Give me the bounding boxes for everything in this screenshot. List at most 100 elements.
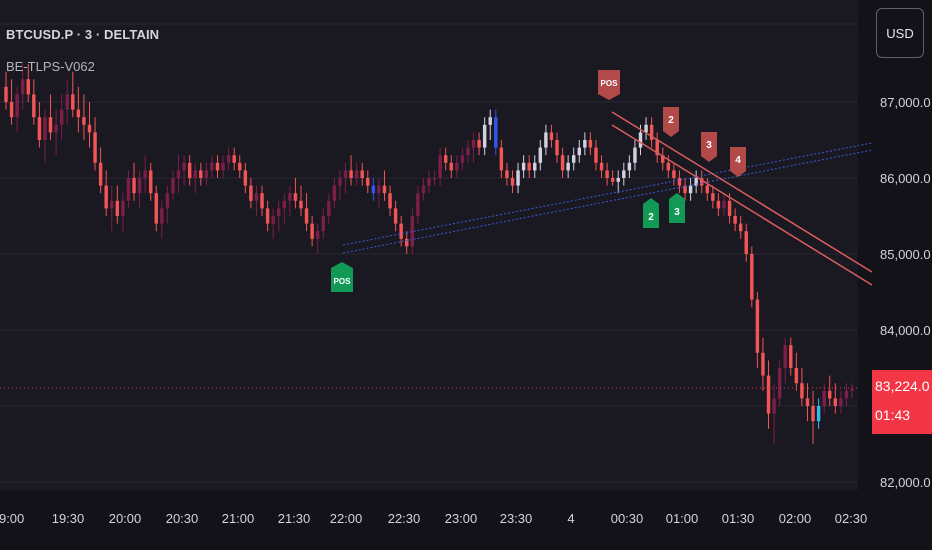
candle <box>794 368 799 384</box>
candle <box>132 178 136 194</box>
signal-marker-label: 3 <box>706 140 712 151</box>
candle <box>193 170 197 178</box>
x-tick-label: 19:00 <box>0 511 24 526</box>
candle <box>171 178 175 194</box>
candle <box>661 155 665 163</box>
signal-marker-shape <box>701 132 717 162</box>
candle <box>677 178 682 186</box>
sell-signal-marker[interactable]: 2 <box>663 107 679 137</box>
candle <box>37 117 42 140</box>
candle <box>527 162 531 171</box>
candle <box>338 178 342 186</box>
currency-button[interactable]: USD <box>876 8 924 58</box>
candle <box>343 170 348 178</box>
candle <box>154 193 159 224</box>
candle <box>115 200 120 216</box>
candle <box>538 147 543 163</box>
signal-marker-shape <box>730 147 746 177</box>
candle <box>699 178 704 186</box>
candle <box>610 178 615 182</box>
candle <box>32 94 36 118</box>
candle <box>777 368 782 399</box>
candle <box>421 185 426 194</box>
candle <box>828 390 832 399</box>
candle <box>349 170 353 178</box>
candle <box>260 193 264 209</box>
candle <box>443 155 448 163</box>
signal-marker-label: 3 <box>674 207 680 218</box>
candle <box>126 178 131 201</box>
signal-marker-label: 2 <box>648 212 654 223</box>
candle <box>599 162 604 171</box>
candle <box>755 299 760 353</box>
candle <box>822 390 826 406</box>
candle <box>399 223 403 239</box>
candle <box>199 170 203 178</box>
current-price-value: 83,224.0 <box>875 378 930 394</box>
candle <box>276 208 281 216</box>
candle <box>382 185 387 194</box>
candle <box>204 170 209 178</box>
candle <box>321 216 325 232</box>
x-tick-label: 02:00 <box>779 511 812 526</box>
sell-signal-marker[interactable]: 3 <box>701 132 717 162</box>
candle <box>571 155 576 163</box>
candle <box>761 352 765 376</box>
indicator-label[interactable]: BE-TLPS-V062 <box>6 59 95 74</box>
candle <box>98 162 103 186</box>
x-tick-label: 21:30 <box>278 511 311 526</box>
y-tick-label: 87,000.0 <box>880 95 931 110</box>
candle <box>438 155 442 178</box>
candle <box>844 390 849 399</box>
candle <box>816 406 821 422</box>
time-axis-background <box>0 490 858 550</box>
candle <box>666 162 671 171</box>
candle <box>744 231 748 254</box>
signal-marker-label: POS <box>334 277 352 286</box>
candle <box>533 162 537 171</box>
candle <box>43 117 47 140</box>
candle <box>148 170 153 194</box>
candle <box>811 406 815 422</box>
candle <box>544 132 548 148</box>
y-tick-label: 84,000.0 <box>880 323 931 338</box>
signal-marker-label: 2 <box>668 115 674 126</box>
resistance-trendline <box>611 111 873 273</box>
candle <box>505 170 509 178</box>
candle <box>549 132 554 140</box>
candle <box>460 155 465 163</box>
candle <box>143 170 147 178</box>
signal-marker-shape <box>331 262 353 292</box>
buy-signal-marker[interactable]: POS <box>331 262 353 292</box>
candle <box>449 162 453 171</box>
candle <box>76 109 81 118</box>
signal-marker-shape <box>669 193 685 223</box>
candle <box>9 102 14 118</box>
candle <box>304 208 309 224</box>
symbol-title[interactable]: BTCUSD.P · 3 · DELTAIN <box>6 27 160 42</box>
sell-signal-marker[interactable]: POS <box>598 70 620 100</box>
candle <box>232 155 236 163</box>
buy-signal-marker[interactable]: 3 <box>669 193 685 223</box>
candle <box>377 185 381 194</box>
candle <box>577 147 582 156</box>
candle <box>766 375 771 414</box>
candle <box>210 162 214 171</box>
candle <box>510 178 515 186</box>
candle <box>282 200 287 209</box>
candle <box>477 140 481 148</box>
support-trendline <box>342 142 873 246</box>
candle <box>800 383 804 399</box>
candle <box>20 79 25 95</box>
buy-signal-marker[interactable]: 2 <box>643 198 659 228</box>
candle <box>471 140 476 148</box>
candle <box>494 117 498 148</box>
candle <box>588 140 593 148</box>
candle <box>633 147 637 163</box>
x-tick-label: 01:30 <box>722 511 755 526</box>
x-tick-label: 02:30 <box>835 511 868 526</box>
candle <box>160 208 164 224</box>
candle <box>594 147 598 163</box>
sell-signal-marker[interactable]: 4 <box>730 147 746 177</box>
